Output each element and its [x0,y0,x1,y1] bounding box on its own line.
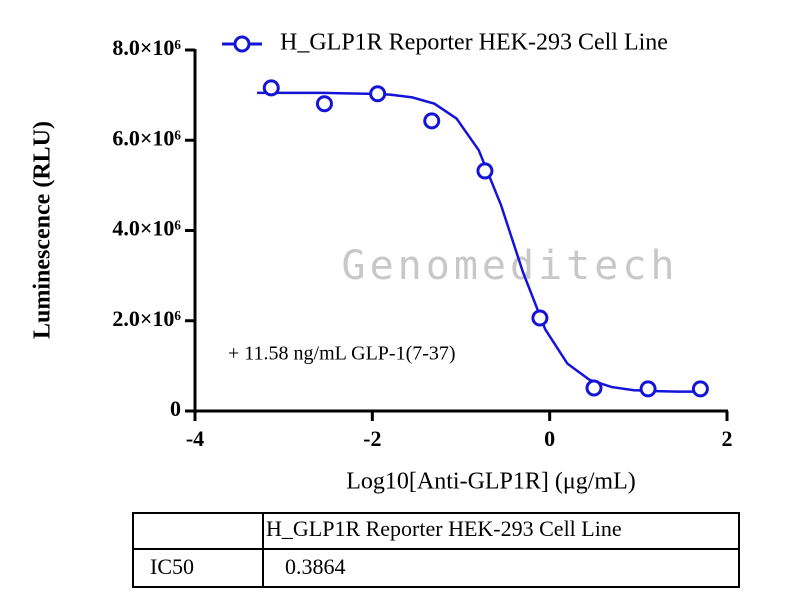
data-point [639,380,657,398]
data-point [315,95,333,113]
y-tick-label: 0 [170,396,181,421]
x-tick-label: 0 [544,426,555,451]
watermark: Genomeditech [342,243,679,289]
x-tick-label: -4 [186,426,204,451]
annotation: + 11.58 ng/mL GLP-1(7-37) [228,343,456,365]
table-cell: 0.3864 [285,554,346,579]
y-tick-label: 6.0×10⁶ [112,125,181,150]
legend-marker [233,35,251,53]
data-point [476,162,494,180]
data-point [262,79,280,97]
y-tick-label: 8.0×10⁶ [112,35,181,60]
data-point [531,309,549,327]
y-tick-label: 2.0×10⁶ [112,306,181,331]
table-cell: IC50 [150,554,194,579]
fit-curve [257,91,701,393]
legend-label: H_GLP1R Reporter HEK-293 Cell Line [280,30,668,56]
data-point [369,85,387,103]
data-point [691,380,709,398]
y-axis-label: Luminescence (RLU) [30,121,56,339]
data-point [423,112,441,130]
data-point [585,379,603,397]
table [132,512,740,588]
table-header: H_GLP1R Reporter HEK-293 Cell Line [266,516,622,541]
x-axis-label: Log10[Anti-GLP1R] (μg/mL) [346,469,636,495]
x-tick-label: -2 [363,426,381,451]
x-tick-label: 2 [722,426,733,451]
y-tick-label: 4.0×10⁶ [112,216,181,241]
